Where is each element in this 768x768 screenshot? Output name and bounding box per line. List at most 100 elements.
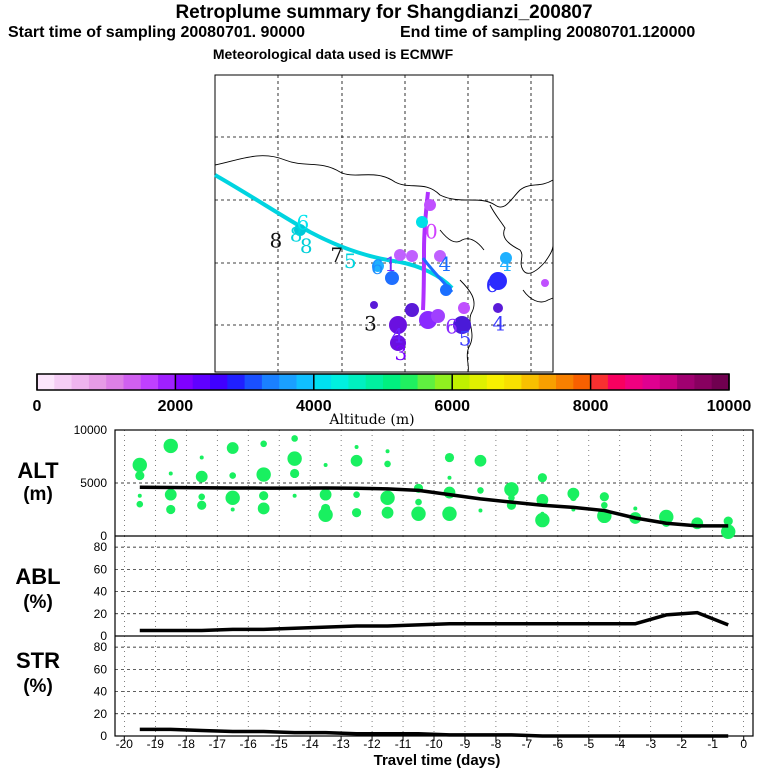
colorbar-cell bbox=[296, 374, 315, 390]
alt-scatter-point bbox=[659, 509, 674, 525]
colorbar-cell bbox=[279, 374, 297, 390]
map-label-9: 4 bbox=[499, 252, 512, 276]
map-label-2: 8 bbox=[290, 222, 303, 246]
travel-time-axis: -20 -19 -18 -17 -16 -15 -14 -13 -12 -11 -10 -9 -8 -7-… bbox=[116, 736, 747, 751]
alt-scatter-point bbox=[536, 494, 549, 506]
alt-scatter-point bbox=[723, 516, 733, 526]
colorbar-tick-label: 2000 bbox=[158, 398, 194, 415]
alt-scatter-point bbox=[442, 506, 457, 521]
map-label-16: 3 bbox=[395, 341, 408, 365]
x-tick-label: -12 bbox=[363, 737, 381, 751]
str-label: STR bbox=[16, 648, 60, 673]
colorbar-cell bbox=[140, 374, 159, 390]
colorbar-cell bbox=[504, 374, 522, 390]
alt-scatter-point bbox=[257, 502, 270, 515]
y-tick-label: 0 bbox=[100, 729, 107, 743]
x-tick-label: -18 bbox=[178, 737, 196, 751]
map-label-7: 1 bbox=[384, 252, 397, 276]
x-tick-label: -5 bbox=[584, 737, 595, 751]
map-label-6: 6 bbox=[371, 255, 384, 279]
x-tick-label: -16 bbox=[240, 737, 258, 751]
map-label-0: 8 bbox=[269, 228, 282, 252]
colorbar-tick-label: 10000 bbox=[707, 398, 752, 415]
map-label-17: 0 bbox=[425, 219, 438, 243]
alt-scatter-point bbox=[287, 451, 302, 466]
x-tick-label: -6 bbox=[553, 737, 564, 751]
x-tick-label: -10 bbox=[425, 737, 443, 751]
map-label-1: 6 bbox=[297, 210, 310, 234]
y-tick-label: 40 bbox=[94, 685, 108, 699]
map-label-11: 3 bbox=[364, 311, 377, 335]
alt-scatter-point bbox=[318, 507, 333, 522]
alt-scatter-point bbox=[132, 457, 147, 473]
abl-label: ABL bbox=[15, 564, 60, 589]
alt-scatter-point bbox=[168, 471, 173, 476]
alt-scatter-point bbox=[633, 506, 638, 511]
coastline bbox=[214, 155, 554, 373]
colorbar-cell bbox=[625, 374, 643, 390]
map-label-5: 5 bbox=[344, 249, 357, 273]
alt-scatter-point bbox=[319, 488, 332, 501]
x-tick-label: -4 bbox=[614, 737, 625, 751]
alt-scatter-point bbox=[477, 487, 484, 494]
y-tick-label: 40 bbox=[94, 585, 108, 599]
map-label-12: 4 bbox=[391, 323, 404, 347]
alt-scatter-point bbox=[354, 444, 359, 449]
colorbar-cell bbox=[556, 374, 574, 390]
alt-scatter-point bbox=[323, 462, 328, 467]
alt-scatter-point bbox=[136, 500, 144, 508]
series-line bbox=[139, 727, 729, 738]
map-label-13: 6 bbox=[445, 314, 458, 338]
alt-scatter-point bbox=[225, 490, 240, 506]
y-tick-label: 60 bbox=[94, 562, 108, 576]
colorbar-tick-label: 6000 bbox=[434, 398, 470, 415]
y-tick-label: 5000 bbox=[80, 476, 107, 490]
map-frame bbox=[214, 74, 554, 373]
start-time-label: Start time of sampling 20080701. 90000 bbox=[8, 24, 306, 41]
colorbar-cell bbox=[521, 374, 540, 390]
colorbar-cell bbox=[261, 374, 280, 390]
alt-scatter-point bbox=[504, 482, 519, 497]
colorbar-tick-label: 8000 bbox=[573, 398, 609, 415]
colorbar-cell bbox=[71, 374, 90, 390]
x-tick-label: -19 bbox=[147, 737, 165, 751]
map-label-14: 5 bbox=[459, 326, 472, 350]
alt-scatter-point bbox=[537, 473, 547, 483]
colorbar-cell bbox=[244, 374, 263, 390]
alt-scatter-point bbox=[166, 504, 176, 515]
x-tick-label: -20 bbox=[116, 737, 134, 751]
colorbar-cell bbox=[434, 374, 453, 390]
map-label-4: 7 bbox=[330, 243, 343, 267]
abl-panel: 0 20 40 60 80 bbox=[94, 536, 753, 643]
map-label-8: 4 bbox=[438, 252, 451, 276]
colorbar-cell bbox=[227, 374, 246, 390]
alt-scatter-point bbox=[290, 468, 300, 479]
alt-scatter-point bbox=[229, 472, 236, 479]
y-tick-label: 60 bbox=[94, 662, 108, 676]
x-tick-label: 0 bbox=[740, 737, 747, 751]
alt-scatter-point bbox=[230, 507, 235, 512]
colorbar-cell bbox=[123, 374, 142, 390]
series-line bbox=[139, 610, 729, 633]
alt-scatter-point bbox=[164, 488, 177, 501]
colorbar-cell bbox=[452, 374, 470, 390]
colorbar-cell bbox=[383, 374, 401, 390]
x-tick-label: -1 bbox=[707, 737, 718, 751]
alt-scatter-point bbox=[415, 498, 422, 506]
y-tick-label: 10000 bbox=[74, 423, 108, 437]
alt-scatter-point bbox=[351, 508, 362, 518]
alt-label: ALT bbox=[17, 458, 59, 483]
alt-scatter-point bbox=[444, 452, 455, 463]
colorbar-cell bbox=[192, 374, 211, 390]
x-tick-label: -15 bbox=[270, 737, 288, 751]
alt-unit: (m) bbox=[23, 484, 53, 505]
chart-title: Retroplume summary for Shangdianzi_20080… bbox=[175, 2, 593, 23]
colorbar-tick-label: 0 bbox=[33, 398, 42, 415]
colorbar-cell bbox=[365, 374, 384, 390]
alt-scatter-point bbox=[599, 492, 609, 502]
alt-scatter-point bbox=[260, 440, 267, 448]
x-tick-label: -17 bbox=[209, 737, 227, 751]
alt-scatter-point bbox=[137, 493, 142, 498]
alt-scatter-point bbox=[721, 524, 736, 539]
